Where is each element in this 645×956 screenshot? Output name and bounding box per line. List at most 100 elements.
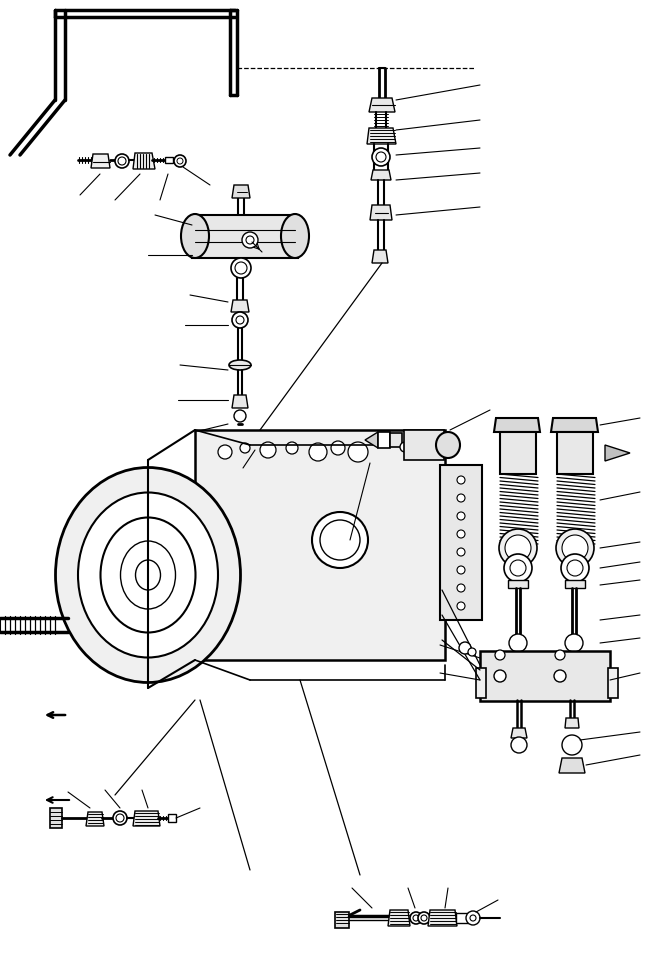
Circle shape [312, 512, 368, 568]
Polygon shape [369, 98, 395, 112]
Bar [508, 580, 528, 588]
Circle shape [232, 312, 248, 328]
Circle shape [457, 548, 465, 556]
Ellipse shape [281, 214, 309, 258]
Circle shape [510, 560, 526, 576]
Circle shape [309, 443, 327, 461]
Circle shape [556, 529, 594, 567]
Ellipse shape [78, 492, 218, 658]
Bar [440, 465, 482, 620]
Circle shape [116, 814, 124, 822]
Circle shape [408, 442, 418, 452]
Circle shape [499, 529, 537, 567]
Circle shape [565, 634, 583, 652]
Ellipse shape [101, 517, 195, 633]
Bar [335, 912, 349, 928]
Polygon shape [371, 170, 391, 180]
Circle shape [495, 650, 505, 660]
Polygon shape [605, 445, 630, 461]
Polygon shape [192, 215, 298, 258]
Polygon shape [231, 300, 249, 312]
Bar [50, 808, 62, 828]
Bar [500, 432, 536, 474]
Circle shape [115, 154, 129, 168]
Circle shape [457, 566, 465, 574]
Circle shape [320, 520, 360, 560]
Bar [557, 432, 593, 474]
Circle shape [177, 158, 183, 164]
Circle shape [242, 232, 258, 248]
Circle shape [416, 442, 426, 452]
Polygon shape [232, 185, 250, 198]
Circle shape [421, 915, 427, 921]
Circle shape [174, 155, 186, 167]
Ellipse shape [181, 214, 209, 258]
Circle shape [331, 441, 345, 455]
Circle shape [236, 316, 244, 324]
Circle shape [470, 915, 476, 921]
Circle shape [286, 442, 298, 454]
Circle shape [413, 915, 419, 921]
Circle shape [555, 650, 565, 660]
Bar [456, 913, 468, 923]
Circle shape [567, 560, 583, 576]
Circle shape [457, 602, 465, 610]
Bar [404, 430, 444, 460]
Circle shape [554, 670, 566, 682]
Polygon shape [494, 418, 540, 432]
Polygon shape [91, 154, 110, 168]
Polygon shape [428, 910, 457, 926]
Polygon shape [165, 157, 173, 163]
Polygon shape [232, 395, 248, 408]
Circle shape [240, 443, 250, 453]
Circle shape [505, 535, 531, 561]
Circle shape [457, 494, 465, 502]
Circle shape [234, 410, 246, 422]
Polygon shape [511, 728, 527, 738]
Circle shape [418, 912, 430, 924]
Circle shape [468, 648, 476, 656]
Bar [480, 651, 610, 701]
Circle shape [562, 535, 588, 561]
Circle shape [504, 554, 532, 582]
Circle shape [561, 554, 589, 582]
Circle shape [457, 512, 465, 520]
Circle shape [466, 911, 480, 925]
Polygon shape [388, 910, 410, 926]
Circle shape [457, 530, 465, 538]
Ellipse shape [121, 541, 175, 609]
Ellipse shape [135, 560, 161, 590]
Bar [378, 432, 390, 448]
Circle shape [231, 258, 251, 278]
Bar [608, 668, 618, 698]
Circle shape [118, 157, 126, 165]
Circle shape [348, 442, 368, 462]
Polygon shape [565, 718, 579, 728]
Polygon shape [367, 128, 396, 144]
Circle shape [509, 634, 527, 652]
Circle shape [260, 442, 276, 458]
Circle shape [246, 236, 254, 244]
Polygon shape [133, 153, 155, 169]
Circle shape [235, 262, 247, 274]
Ellipse shape [55, 467, 241, 683]
Circle shape [494, 670, 506, 682]
Polygon shape [365, 432, 378, 448]
Circle shape [218, 445, 232, 459]
Ellipse shape [229, 360, 251, 370]
Circle shape [457, 584, 465, 592]
Circle shape [511, 737, 527, 753]
Circle shape [457, 476, 465, 484]
Polygon shape [551, 418, 598, 432]
Polygon shape [372, 250, 388, 263]
Polygon shape [133, 811, 160, 826]
Polygon shape [370, 205, 392, 220]
Circle shape [562, 735, 582, 755]
Bar [195, 430, 445, 660]
Polygon shape [86, 812, 104, 826]
Circle shape [459, 642, 471, 654]
Circle shape [400, 442, 410, 452]
Bar [565, 580, 585, 588]
Bar [476, 668, 486, 698]
Circle shape [372, 148, 390, 166]
